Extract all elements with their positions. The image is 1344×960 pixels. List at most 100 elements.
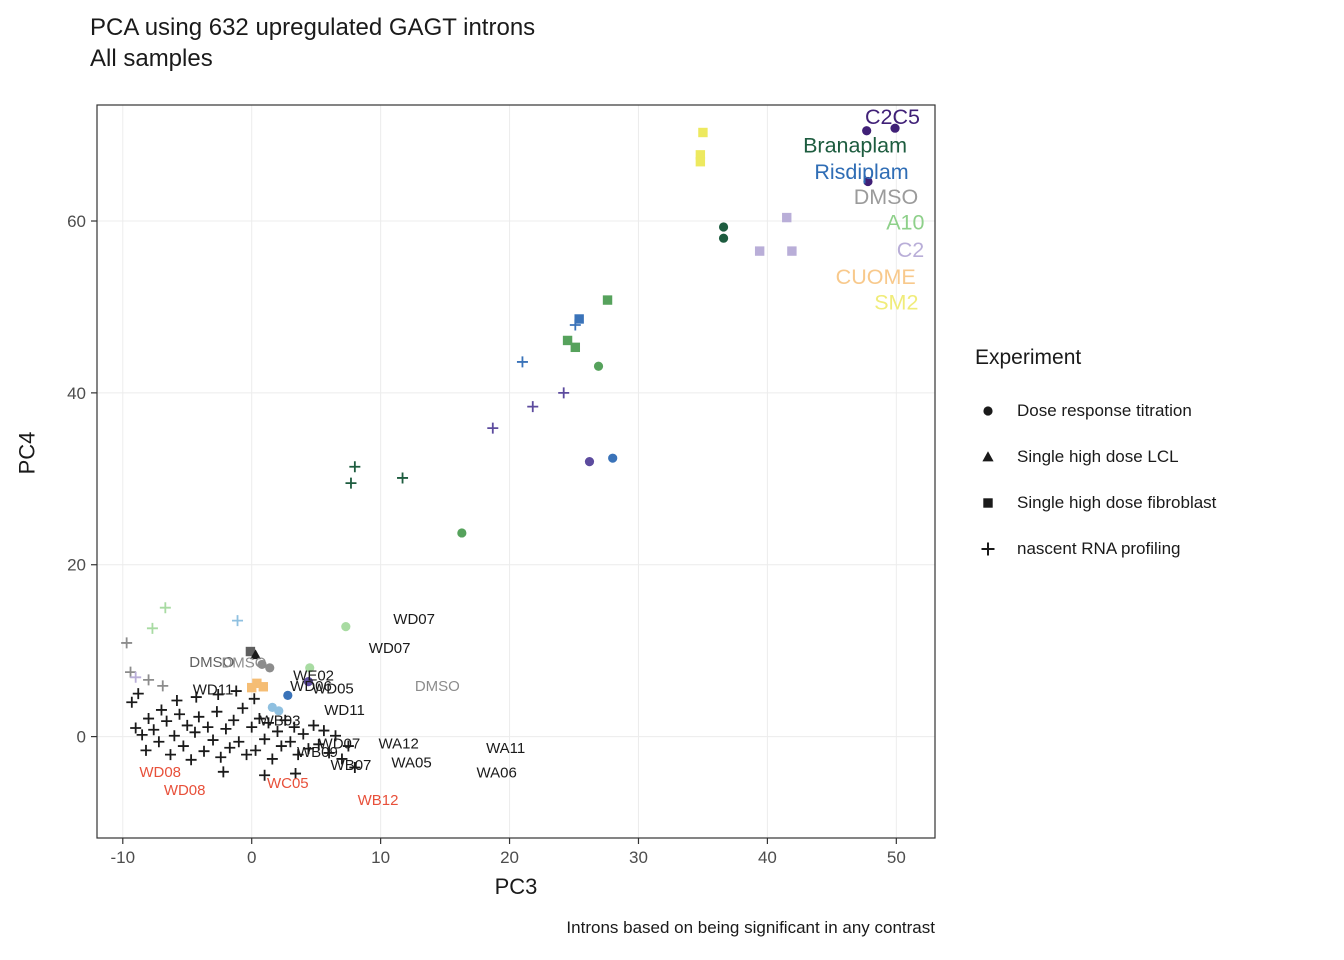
data-point: [457, 528, 467, 538]
x-tick-label: 0: [247, 848, 256, 867]
data-point: [185, 754, 197, 766]
point-label: WD07: [369, 640, 411, 657]
data-point: [754, 246, 765, 256]
data-point: [313, 738, 325, 750]
data-point: [266, 753, 278, 765]
group-label: Risdiplam: [814, 160, 908, 184]
data-point: [302, 743, 314, 755]
data-point: [608, 453, 618, 463]
square-icon: [983, 497, 993, 508]
data-point: [132, 688, 144, 700]
data-point: [136, 729, 148, 741]
point-label: WA06: [477, 765, 517, 782]
title-block: PCA using 632 upregulated GAGT introns A…: [90, 12, 535, 74]
point-label: WA12: [379, 735, 419, 752]
data-point: [336, 753, 348, 765]
data-point: [157, 680, 169, 692]
data-point: [237, 702, 249, 714]
point-label: DMSO: [415, 678, 460, 695]
point-label: WD07: [319, 735, 361, 752]
data-point: [125, 666, 137, 678]
group-label: DMSO: [854, 185, 919, 209]
data-point: [349, 461, 361, 473]
data-point: [207, 734, 219, 746]
data-point: [181, 719, 193, 731]
data-point: [168, 730, 180, 742]
data-point: [253, 713, 265, 725]
data-point: [202, 721, 214, 733]
data-point: [130, 722, 142, 734]
group-label: SM2: [874, 291, 918, 315]
data-point: [143, 674, 155, 686]
point-label: WD11: [193, 681, 234, 698]
data-point: [232, 615, 244, 627]
data-point: [593, 361, 604, 371]
legend-items: Dose response titration Single high dose …: [975, 396, 1216, 563]
data-point: [349, 762, 361, 774]
data-point: [323, 747, 335, 759]
panel-border: [96, 104, 936, 839]
data-point: [159, 602, 171, 614]
data-point: [126, 696, 138, 708]
data-point: [283, 690, 293, 700]
data-point: [130, 671, 142, 683]
legend: Experiment Dose response titration Single…: [975, 346, 1216, 580]
data-point: [297, 728, 309, 740]
data-point: [271, 725, 283, 737]
caption: Introns based on being significant in an…: [566, 918, 935, 937]
plus-icon: [981, 542, 995, 555]
x-tick-label: 50: [887, 848, 906, 867]
data-point: [602, 295, 613, 305]
data-point: [121, 637, 133, 649]
point-label: WD06: [290, 678, 332, 695]
data-point: [558, 387, 570, 399]
data-point: [318, 725, 330, 737]
data-point: [258, 682, 269, 692]
data-point: [241, 749, 253, 761]
data-point: [212, 688, 224, 700]
group-label: Branaplam: [803, 133, 907, 157]
data-point: [155, 704, 167, 716]
legend-item-label: Single high dose LCL: [1017, 446, 1179, 466]
point-label: DMSO: [221, 655, 266, 672]
data-point: [265, 663, 275, 673]
data-point: [153, 736, 165, 748]
chart-title: PCA using 632 upregulated GAGT introns: [90, 14, 536, 41]
point-label: WE02: [293, 668, 334, 685]
x-axis-label: PC3: [494, 874, 538, 899]
data-point: [140, 744, 152, 756]
legend-item-plus: nascent RNA profiling: [975, 534, 1216, 563]
point-label: WC05: [267, 775, 309, 792]
x-tick-label: 20: [500, 848, 519, 867]
data-point: [275, 740, 287, 752]
data-point: [224, 742, 236, 754]
data-point: [174, 708, 186, 720]
data-point: [262, 717, 274, 729]
point-label: WD08: [139, 764, 181, 781]
data-point: [250, 649, 261, 660]
data-point: [245, 646, 256, 657]
data-point: [574, 314, 584, 324]
data-point: [330, 730, 342, 742]
data-point: [193, 711, 205, 723]
point-label: WB09: [297, 744, 338, 761]
data-point: [247, 682, 257, 693]
data-point: [695, 157, 706, 167]
point-label: WB03: [260, 712, 301, 729]
data-point: [215, 751, 227, 763]
data-point: [148, 724, 160, 736]
data-point: [342, 740, 354, 752]
data-point: [787, 246, 797, 256]
data-point: [288, 721, 300, 733]
data-point: [146, 622, 158, 634]
data-point: [228, 714, 240, 726]
data-point: [718, 222, 729, 232]
data-point: [190, 691, 202, 703]
legend-item-label: Single high dose fibroblast: [1017, 492, 1217, 512]
group-label: A10: [886, 211, 924, 235]
data-point: [345, 477, 357, 489]
legend-title: Experiment: [975, 346, 1082, 369]
data-point: [562, 335, 573, 346]
data-point: [211, 706, 223, 718]
